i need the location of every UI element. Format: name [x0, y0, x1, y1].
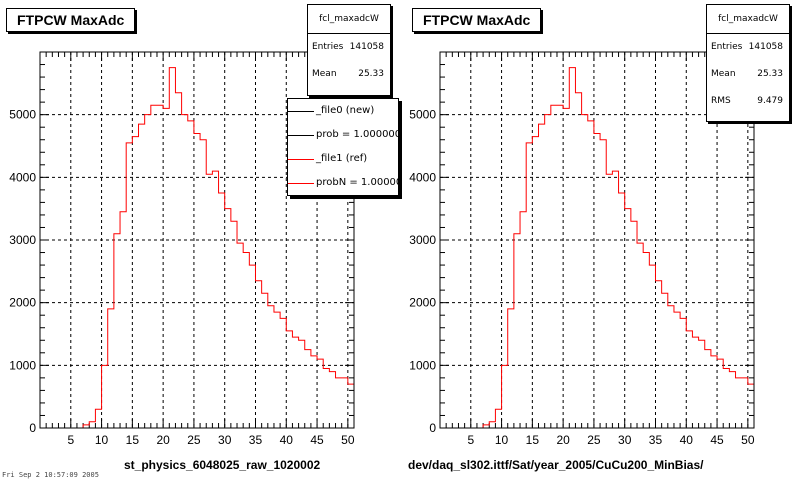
left-stats-mean-label: Mean [312, 69, 337, 79]
legend-label-probn: probN = 1.000000 [316, 177, 398, 188]
x-tick-label: 35 [249, 433, 263, 447]
left-stats-mean-value: 25.33 [358, 69, 384, 79]
right-stats-name: fcl_maxadcW [707, 5, 789, 34]
plot-frame [39, 51, 355, 429]
legend-line-probn [288, 183, 314, 184]
histogram-series [440, 67, 754, 428]
y-tick-label: 1000 [409, 358, 436, 372]
left-stats-box: fcl_maxadcW Entries 141058 Mean 25.33 [307, 4, 391, 96]
y-tick-label: 3000 [409, 233, 436, 247]
y-tick-label: 2000 [9, 296, 36, 310]
x-tick-label: 25 [587, 433, 601, 447]
x-tick-label: 10 [495, 433, 509, 447]
right-stats-entries-label: Entries [711, 42, 743, 52]
x-tick-label: 50 [741, 433, 755, 447]
right-stats-mean-row: Mean 25.33 [707, 61, 789, 88]
legend-entry-file0: _file0 (new) [288, 99, 398, 123]
x-tick-label: 5 [467, 433, 474, 447]
left-stats-mean-row: Mean 25.33 [308, 61, 390, 88]
x-tick-label: 50 [341, 433, 355, 447]
footer-timestamp: Fri Sep 2 10:57:09 2005 [2, 471, 99, 479]
right-x-axis-title: dev/daq_sl302.ittf/Sat/year_2005/CuCu200… [408, 458, 704, 472]
x-tick-label: 30 [218, 433, 232, 447]
right-stats-entries-value: 141058 [748, 42, 783, 52]
left-plot-title: FTPCW MaxAdc [6, 8, 136, 32]
left-stats-name: fcl_maxadcW [308, 5, 390, 34]
y-tick-label: 4000 [9, 170, 36, 184]
left-legend: _file0 (new) prob = 1.000000 _file1 (ref… [287, 98, 399, 196]
x-tick-label: 45 [310, 433, 324, 447]
legend-line-file1 [288, 159, 314, 160]
x-tick-label: 20 [556, 433, 570, 447]
legend-label-file0: _file0 (new) [316, 105, 375, 116]
left-x-axis-title: st_physics_6048025_raw_1020002 [124, 458, 321, 472]
legend-entry-probn: probN = 1.000000 [288, 171, 398, 195]
right-pad: 5 10 15 20 25 30 35 40 45 50 0 1000 2000 3000 4000 5000… [400, 0, 800, 480]
right-stats-entries-row: Entries 141058 [707, 34, 789, 61]
left-stats-entries-label: Entries [312, 42, 344, 52]
legend-label-file1: _file1 (ref) [316, 153, 368, 164]
y-tick-label: 1000 [9, 358, 36, 372]
right-stats-rms-label: RMS [711, 96, 731, 106]
y-tick-label: 3000 [9, 233, 36, 247]
legend-line-file0 [288, 111, 314, 112]
x-tick-label: 40 [280, 433, 294, 447]
left-stats-entries-value: 141058 [349, 42, 384, 52]
y-tick-label: 2000 [409, 296, 436, 310]
x-tick-label: 30 [618, 433, 632, 447]
right-stats-mean-value: 25.33 [757, 69, 783, 79]
y-tick-label: 5000 [409, 108, 436, 122]
right-plot-title: FTPCW MaxAdc [412, 8, 542, 32]
x-tick-label: 10 [95, 433, 109, 447]
x-tick-label: 45 [710, 433, 724, 447]
y-tick-label: 4000 [409, 170, 436, 184]
y-tick-label: 0 [429, 421, 436, 435]
left-pad: 5 10 15 20 25 30 35 40 45 50 0 1000 2000 3000 4000 5000… [6, 4, 399, 472]
right-histogram-plot: 5 10 15 20 25 30 35 40 45 50 0 1000 2000 3000 4000 5000 [409, 51, 755, 447]
right-stats-rms-value: 9.479 [757, 96, 783, 106]
x-tick-label: 15 [126, 433, 140, 447]
legend-entry-file1: _file1 (ref) [288, 147, 398, 171]
x-tick-label: 20 [156, 433, 170, 447]
x-tick-label: 5 [67, 433, 74, 447]
x-tick-label: 35 [649, 433, 663, 447]
y-tick-label: 0 [29, 421, 36, 435]
legend-line-prob [288, 135, 314, 136]
y-tick-label: 5000 [9, 108, 36, 122]
legend-entry-prob: prob = 1.000000 [288, 123, 398, 147]
x-tick-label: 40 [680, 433, 694, 447]
histogram-series [40, 67, 354, 428]
right-stats-rms-row: RMS 9.479 [707, 88, 789, 115]
right-stats-box: fcl_maxadcW Entries 141058 Mean 25.33 RM… [706, 4, 790, 122]
plot-frame [439, 51, 755, 429]
left-stats-entries-row: Entries 141058 [308, 34, 390, 61]
x-tick-label: 25 [187, 433, 201, 447]
right-stats-mean-label: Mean [711, 69, 736, 79]
legend-label-prob: prob = 1.000000 [316, 129, 399, 140]
x-tick-label: 15 [526, 433, 540, 447]
